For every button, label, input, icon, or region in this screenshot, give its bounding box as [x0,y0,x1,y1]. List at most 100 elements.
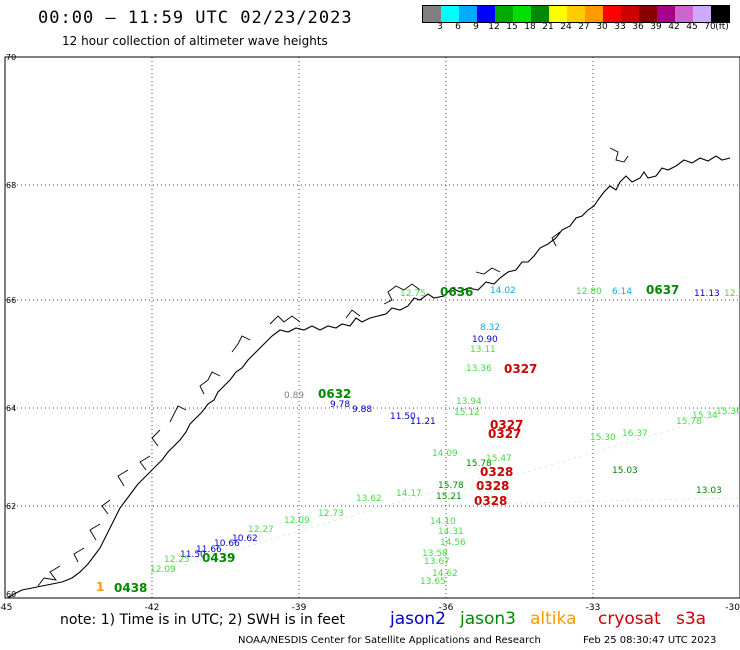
wave-height-label: 12.09 [284,516,310,526]
wave-height-label: 15.78 [466,459,492,469]
legend-swatch [657,6,675,22]
wave-height-label: 0.89 [284,391,304,401]
lat-tick-label: 68 [6,181,16,190]
wave-height-label: 1 [96,580,104,594]
lon-tick-label: -36 [439,603,454,613]
wave-height-label: 0328 [476,479,509,493]
wave-height-label: 10.62 [232,534,258,544]
wave-height-label: 13.03 [696,486,722,496]
wave-height-label: 8.32 [480,323,500,333]
legend-swatch [495,6,513,22]
legend-swatch [567,6,585,22]
legend-swatch [693,6,711,22]
wave-height-label: 10.66 [214,539,240,549]
map-frame [4,56,740,599]
wave-height-label: 14.56 [440,538,466,548]
sat-label-cryosat: cryosat [598,609,661,629]
wave-height-label: 12.3 [724,289,740,299]
wave-height-label: 0636 [440,285,473,299]
legend-swatch [711,6,729,22]
lon-tick-label: -45 [0,603,12,613]
legend-label: 36 [632,22,644,32]
wave-height-label: 13.65 [420,577,446,587]
observation-labels: 12.75 0636 14.02 12.80 6.14 0637 11.13 12.3 8.32… [96,283,740,595]
wave-height-label: 15.36 [716,407,740,417]
wave-height-label: 13.62 [356,494,382,504]
map-title: 00:00 – 11:59 UTC 02/23/2023 [38,8,353,28]
credit-text: NOAA/NESDIS Center for Satellite Applica… [238,635,541,646]
wave-height-label: 0438 [114,581,147,595]
sat-label-jason2: jason2 [390,609,446,629]
wave-height-label: 0637 [646,283,679,297]
lat-tick-label: 70 [6,53,16,62]
footer-note: note: 1) Time is in UTC; 2) SWH is in fe… [60,612,346,628]
wave-height-label: 12.27 [248,525,274,535]
legend-label: 18 [524,22,536,32]
lat-tick-label: 66 [6,296,16,305]
wave-height-label: 13.94 [456,397,482,407]
wave-height-label: 11.66 [196,545,222,555]
legend-label: 12 [488,22,500,32]
legend-swatch [603,6,621,22]
legend-swatch [477,6,495,22]
wave-height-label: 13.58 [422,549,448,559]
legend-label: 70 [704,22,716,32]
lat-tick-label: 60 [6,590,16,599]
legend-label: 27 [578,22,590,32]
legend-label: 30 [596,22,608,32]
legend-label: 3 [437,22,443,32]
wave-height-label: 10.90 [472,335,498,345]
wave-height-label: 11.13 [694,289,720,299]
wave-height-label: 0327 [488,427,521,441]
wave-height-label: 15.78 [438,481,464,491]
legend-label: 39 [650,22,662,32]
legend-swatch [549,6,567,22]
track-line [429,497,740,506]
legend-label: 21 [542,22,554,32]
satellite-tracks [149,409,740,576]
greenland-coastline [7,155,731,599]
wave-height-label: 0632 [318,387,351,401]
lat-tick-label: 64 [6,404,16,413]
wave-height-label: 12.75 [400,289,426,299]
wave-height-label: 11.50 [390,412,416,422]
legend-label: 42 [668,22,680,32]
wave-height-label: 12.25 [164,555,190,565]
wave-height-label: 14.09 [432,449,458,459]
legend-label: 24 [560,22,572,32]
wave-height-label: 13.67 [424,557,450,567]
wave-height-label: 14.62 [432,569,458,579]
sat-label-s3a: s3a [676,609,707,629]
lon-tick-label: -42 [145,603,160,613]
wave-height-label: 14.10 [430,517,456,527]
legend-label: 45 [686,22,698,32]
wave-height-label: 14.02 [490,286,516,296]
wave-height-label: 15.47 [486,454,512,464]
legend-label: 6 [455,22,461,32]
legend-swatch [585,6,603,22]
wave-height-label: 15.03 [612,466,638,476]
legend-label: 15 [506,22,518,32]
wave-height-label: 0328 [480,465,513,479]
wave-height-label: 15.12 [454,408,480,418]
wave-height-label: 6.14 [612,287,632,297]
wave-height-label: 0328 [474,494,507,508]
color-scale-legend [422,5,730,23]
lon-tick-label: -39 [292,603,307,613]
wave-height-label: 12.80 [576,287,602,297]
wave-height-label: 0327 [504,362,537,376]
lon-tick-label: -30 [725,603,740,613]
wave-height-label: 14.31 [438,527,464,537]
legend-swatch [441,6,459,22]
coastline-inlets [37,147,629,587]
legend-swatch [531,6,549,22]
wave-height-label: 15.78 [676,417,702,427]
sat-label-altika: altika [530,609,577,629]
legend-swatch [639,6,657,22]
wave-height-label: 0327 [490,418,523,432]
lon-tick-label: -33 [586,603,601,613]
wave-height-label: 16.37 [622,429,648,439]
wave-height-label: 9.88 [352,405,372,415]
lat-tick-label: 62 [6,502,16,511]
legend-swatch [675,6,693,22]
